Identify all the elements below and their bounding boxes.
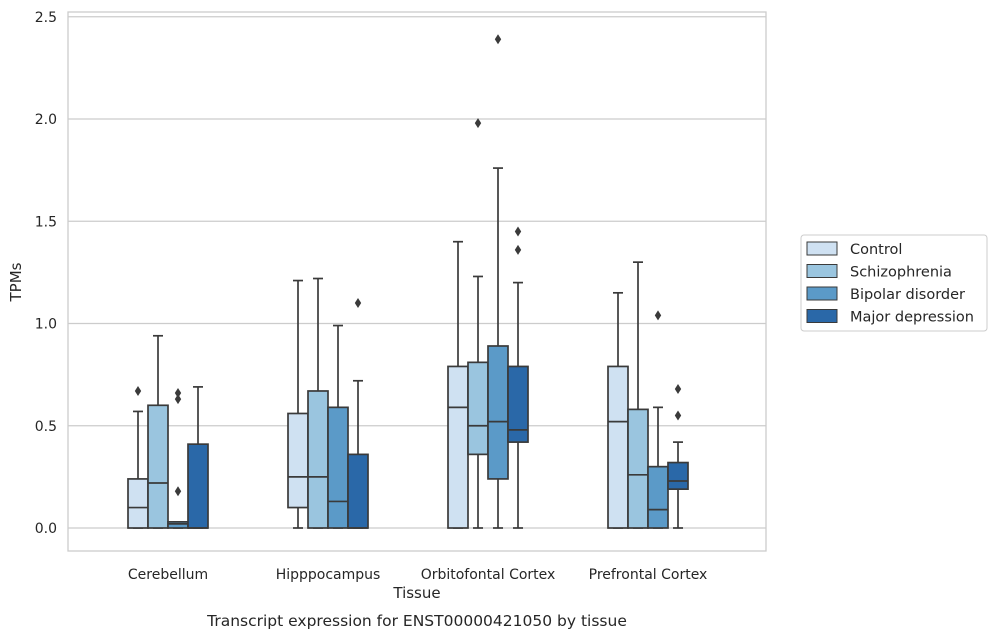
x-tick-label: Hipppocampus <box>276 567 381 583</box>
y-tick-labels: 0.0 0.5 1.0 1.5 2.0 2.5 <box>35 10 57 537</box>
box-bipolar-disorder <box>647 310 669 529</box>
box-major-depression <box>187 386 209 529</box>
outlier-point <box>474 118 482 129</box>
iqr-box <box>487 345 509 480</box>
box-control <box>287 279 309 529</box>
iqr-box <box>627 408 649 529</box>
box-bipolar-disorder <box>487 34 509 529</box>
iqr-box <box>607 365 629 529</box>
iqr-box <box>287 412 309 509</box>
box-schizophrenia <box>627 261 649 529</box>
box-major-depression <box>347 298 369 529</box>
legend-swatch <box>806 286 838 301</box>
y-tick-label: 1.5 <box>35 214 57 230</box>
x-axis-label: Tissue <box>392 584 440 602</box>
y-tick-label: 0.5 <box>35 419 57 435</box>
legend-label: Major depression <box>850 310 974 326</box>
x-tick-label: Cerebellum <box>128 567 208 583</box>
outlier-point <box>514 244 522 255</box>
outlier-point <box>674 383 682 394</box>
legend-swatch <box>806 309 838 323</box>
iqr-box <box>447 365 469 529</box>
legend: Control Schizophrenia Bipolar disorder Majo… <box>800 234 988 332</box>
legend-label: Bipolar disorder <box>850 287 965 303</box>
outlier-point <box>494 34 502 45</box>
y-tick-label: 1.0 <box>35 317 57 333</box>
x-tick-label: Prefrontal Cortex <box>589 567 708 583</box>
outlier-point <box>174 486 182 497</box>
iqr-box <box>667 461 689 490</box>
legend-frame <box>800 234 988 332</box>
y-tick-label: 2.5 <box>35 10 57 26</box>
box-major-depression <box>507 226 529 529</box>
outlier-point <box>354 298 362 309</box>
iqr-box <box>347 453 369 529</box>
outlier-point <box>174 394 182 405</box>
y-tick-label: 2.0 <box>35 112 57 128</box>
figure-caption: Transcript expression for ENST0000042105… <box>206 612 627 630</box>
outlier-point <box>174 388 182 399</box>
x-tick-label: Orbitofontal Cortex <box>421 567 556 583</box>
iqr-box <box>147 404 169 529</box>
box-major-depression <box>667 383 689 529</box>
legend-label: Control <box>850 242 902 258</box>
iqr-box <box>307 390 329 529</box>
outlier-point <box>134 385 142 396</box>
outlier-point <box>514 226 522 237</box>
plot-frame <box>67 11 767 552</box>
legend-swatch <box>806 241 838 256</box>
y-tick-label: 0.0 <box>35 521 57 537</box>
iqr-box <box>167 521 189 529</box>
iqr-box <box>127 478 149 529</box>
iqr-box <box>467 361 489 456</box>
box-control <box>127 385 149 529</box>
legend-swatch <box>806 264 838 278</box>
outlier-point <box>654 310 662 321</box>
iqr-box <box>327 406 349 529</box>
legend-label: Schizophrenia <box>850 265 952 281</box>
y-axis-label: TPMs <box>7 262 25 302</box>
outlier-point <box>674 410 682 421</box>
iqr-box <box>647 465 669 529</box>
iqr-box <box>507 365 529 443</box>
boxes <box>127 34 689 529</box>
x-tick-labels: Cerebellum Hipppocampus Orbitofontal Corte… <box>128 567 707 583</box>
iqr-box <box>187 443 209 529</box>
box-schizophrenia <box>147 334 169 529</box>
